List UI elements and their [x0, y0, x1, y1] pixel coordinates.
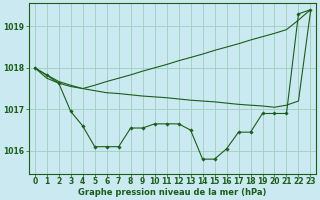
X-axis label: Graphe pression niveau de la mer (hPa): Graphe pression niveau de la mer (hPa) — [78, 188, 267, 197]
